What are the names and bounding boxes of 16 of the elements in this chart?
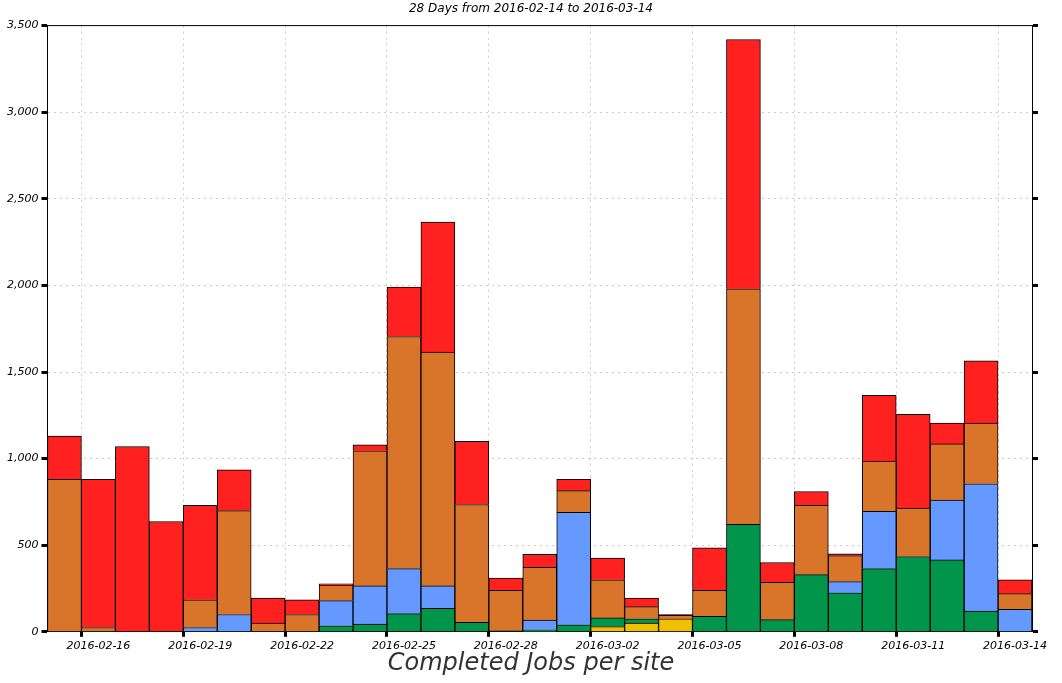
x-tick-label: 2016-03-05 <box>677 639 742 653</box>
x-tick-label: 2016-03-08 <box>779 639 844 653</box>
x-tick-label: 2016-02-19 <box>168 639 233 653</box>
x-tick-label: 2016-03-11 <box>881 639 946 653</box>
y-tick-label: 1,000 <box>6 451 39 465</box>
x-tick-label: 2016-02-22 <box>270 639 335 653</box>
y-tick-label: 3,500 <box>6 18 39 32</box>
y-tick-label: 0 <box>31 624 39 638</box>
x-tick-label: 2016-02-16 <box>66 639 131 653</box>
y-tick-label: 2,500 <box>6 191 39 205</box>
x-tick-label: 2016-03-14 <box>983 639 1047 653</box>
chart-title: 28 Days from 2016-02-14 to 2016-03-14 <box>408 1 654 15</box>
y-tick-label: 3,000 <box>6 105 39 119</box>
y-tick-label: 1,500 <box>6 364 39 378</box>
y-tick-label: 2,000 <box>6 278 39 292</box>
y-tick-label: 500 <box>17 538 39 552</box>
